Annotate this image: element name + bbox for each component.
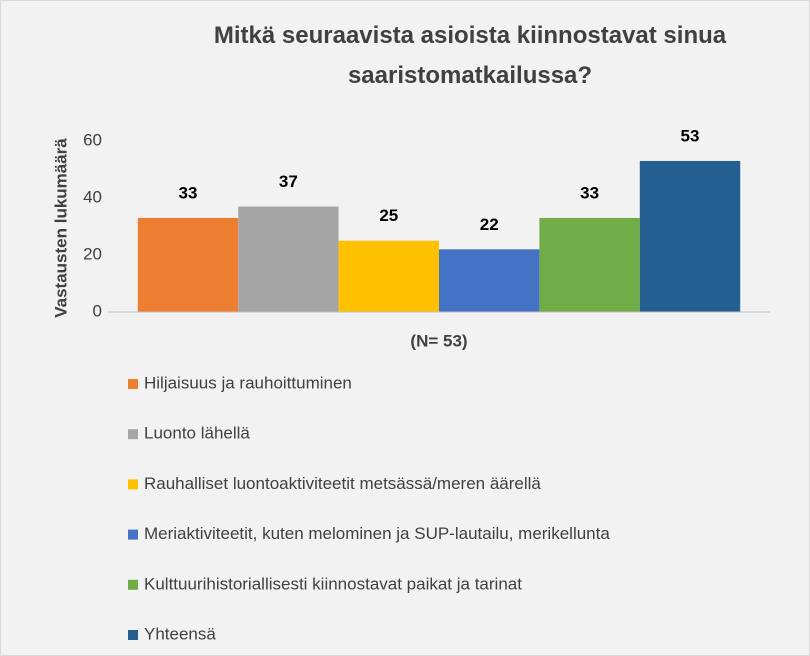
x-tick-label: (N= 53): [410, 331, 467, 350]
legend-label: Rauhalliset luontoaktiviteetit metsässä/…: [144, 474, 541, 493]
legend-label: Luonto lähellä: [144, 424, 250, 443]
y-tick-label: 20: [83, 244, 102, 263]
data-label: 33: [580, 183, 599, 202]
bar: [238, 206, 339, 312]
bar: [639, 160, 741, 312]
y-tick-label: 0: [93, 301, 102, 320]
bar: [338, 240, 439, 312]
legend-label: Kulttuurihistoriallisesti kiinnostavat p…: [144, 574, 522, 593]
legend-label: Meriaktiviteetit, kuten melominen ja SUP…: [144, 524, 610, 543]
data-label: 37: [279, 172, 298, 191]
chart-title: Mitkä seuraavista asioista kiinnostavat …: [213, 22, 727, 89]
legend-swatch: [128, 379, 138, 389]
data-label: 22: [480, 215, 499, 234]
legend-label: Hiljaisuus ja rauhoittuminen: [144, 373, 352, 392]
y-tick-label: 40: [83, 187, 102, 206]
bar: [137, 217, 239, 312]
bar: [439, 249, 540, 312]
data-label: 33: [179, 183, 198, 202]
data-label: 53: [681, 126, 700, 145]
legend-swatch: [128, 529, 138, 540]
y-tick-label: 60: [83, 130, 102, 149]
legend-swatch: [128, 479, 138, 490]
y-axis-label: Vastausten lukumäärä: [51, 138, 70, 318]
data-label: 25: [379, 206, 398, 225]
legend-swatch: [128, 429, 138, 440]
bar: [539, 217, 640, 312]
legend-label: Yhteensä: [144, 624, 216, 643]
legend-swatch: [128, 630, 138, 640]
legend-swatch: [128, 579, 138, 590]
